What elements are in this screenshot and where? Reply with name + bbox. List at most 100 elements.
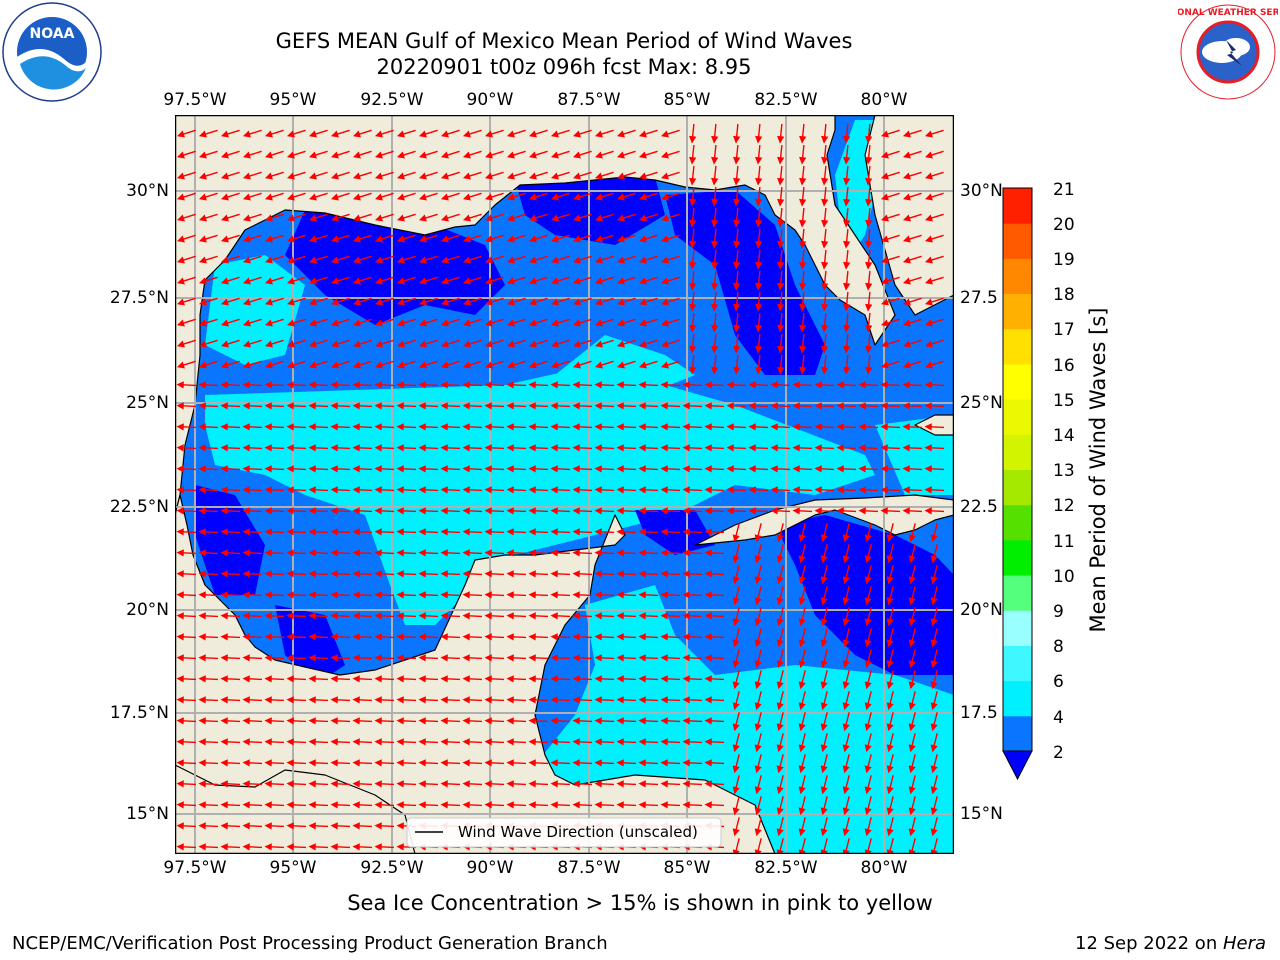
colorbar-frame (1002, 187, 1033, 752)
direction-arrow-head (176, 675, 184, 683)
direction-arrow-head (374, 193, 383, 201)
direction-arrow-head (550, 340, 559, 348)
direction-arrow-head (242, 591, 250, 599)
direction-arrow-head (528, 654, 536, 662)
direction-arrow-head (902, 214, 911, 222)
direction-arrow-head (374, 591, 382, 599)
direction-arrow-head (352, 696, 360, 704)
direction-arrow-head (821, 240, 829, 249)
direction-arrow-head (660, 654, 668, 662)
direction-arrow-head (286, 235, 295, 243)
direction-arrow-head (506, 340, 515, 348)
direction-arrow-head (418, 696, 426, 704)
direction-arrow-head (930, 828, 938, 837)
direction-arrow-head (396, 612, 404, 620)
direction-arrow-head (352, 235, 361, 243)
direction-arrow-head (264, 675, 272, 683)
direction-arrow-head (776, 597, 784, 606)
direction-arrow-head (242, 214, 251, 222)
direction-arrow-head (842, 597, 850, 606)
direction-arrow-head (550, 507, 558, 515)
direction-arrow-head (864, 597, 872, 606)
direction-arrow-head (198, 696, 206, 704)
direction-arrow-head (264, 738, 272, 746)
direction-arrow-head (865, 282, 873, 291)
direction-arrow-head (770, 507, 778, 515)
direction-arrow-head (308, 402, 316, 410)
direction-arrow-head (418, 549, 426, 557)
direction-arrow-head (198, 570, 206, 578)
direction-arrow-head (506, 172, 515, 180)
direction-arrow-head (864, 534, 872, 543)
direction-arrow-head (594, 423, 602, 431)
direction-arrow-head (396, 801, 404, 809)
direction-arrow-head (594, 151, 603, 159)
direction-arrow-head (858, 486, 866, 494)
direction-arrow-head (798, 807, 806, 816)
direction-arrow-head (732, 597, 740, 606)
direction-arrow-head (880, 214, 889, 222)
direction-arrow-head (242, 759, 250, 767)
direction-arrow-head (286, 633, 294, 641)
direction-arrow-head (682, 465, 690, 473)
direction-arrow-head (908, 786, 916, 795)
direction-arrow-head (638, 801, 646, 809)
direction-arrow-head (220, 486, 228, 494)
direction-arrow-head (638, 633, 646, 641)
direction-arrow-head (777, 303, 785, 312)
direction-arrow-head (264, 381, 272, 389)
direction-arrow-head (660, 193, 669, 201)
direction-arrow-head (733, 366, 741, 375)
colorbar-tick: 16 (1053, 356, 1075, 376)
direction-arrow-head (286, 193, 295, 201)
direction-arrow-head (924, 402, 932, 410)
direction-arrow-head (616, 528, 624, 536)
direction-arrow-head (616, 633, 624, 641)
direction-arrow-head (660, 444, 668, 452)
direction-arrow-head (176, 277, 185, 285)
direction-arrow-head (352, 486, 360, 494)
direction-arrow-head (726, 507, 734, 515)
direction-arrow-head (682, 633, 690, 641)
colorbar-tick: 8 (1053, 637, 1064, 657)
direction-arrow-head (440, 151, 449, 159)
direction-arrow-head (842, 639, 850, 648)
direction-arrow-head (880, 486, 888, 494)
direction-arrow-head (374, 486, 382, 494)
lat-tick-right: 17.5 (960, 703, 998, 723)
direction-arrow-head (638, 528, 646, 536)
direction-arrow-head (704, 402, 712, 410)
direction-arrow-head (616, 612, 624, 620)
direction-arrow-head (594, 214, 603, 222)
direction-arrow-head (330, 298, 339, 306)
direction-arrow-head (814, 486, 822, 494)
direction-arrow-head (264, 696, 272, 704)
direction-arrow-head (682, 591, 690, 599)
direction-arrow-head (418, 591, 426, 599)
direction-arrow-head (550, 717, 558, 725)
direction-arrow-head (924, 172, 933, 180)
direction-arrow-head (755, 135, 763, 144)
direction-arrow-head (638, 130, 647, 138)
direction-arrow-head (638, 172, 647, 180)
direction-arrow-head (902, 298, 911, 306)
direction-arrow-head (484, 298, 493, 306)
noaa-logo: NOAA (2, 2, 102, 102)
direction-arrow-head (374, 717, 382, 725)
direction-arrow-head (374, 277, 383, 285)
direction-arrow-head (638, 612, 646, 620)
direction-arrow-head (924, 361, 933, 369)
direction-arrow-head (842, 660, 850, 669)
direction-arrow-head (462, 361, 471, 369)
direction-arrow-head (374, 570, 382, 578)
colorbar-tick: 11 (1053, 532, 1075, 552)
direction-arrow-head (865, 198, 873, 207)
direction-arrow-head (733, 261, 741, 270)
direction-arrow-head (924, 444, 932, 452)
direction-arrow-head (528, 193, 537, 201)
direction-arrow-head (484, 507, 492, 515)
direction-arrow-head (594, 361, 603, 369)
direction-arrow-head (352, 151, 361, 159)
direction-arrow-head (220, 130, 229, 138)
direction-arrow-head (864, 660, 872, 669)
